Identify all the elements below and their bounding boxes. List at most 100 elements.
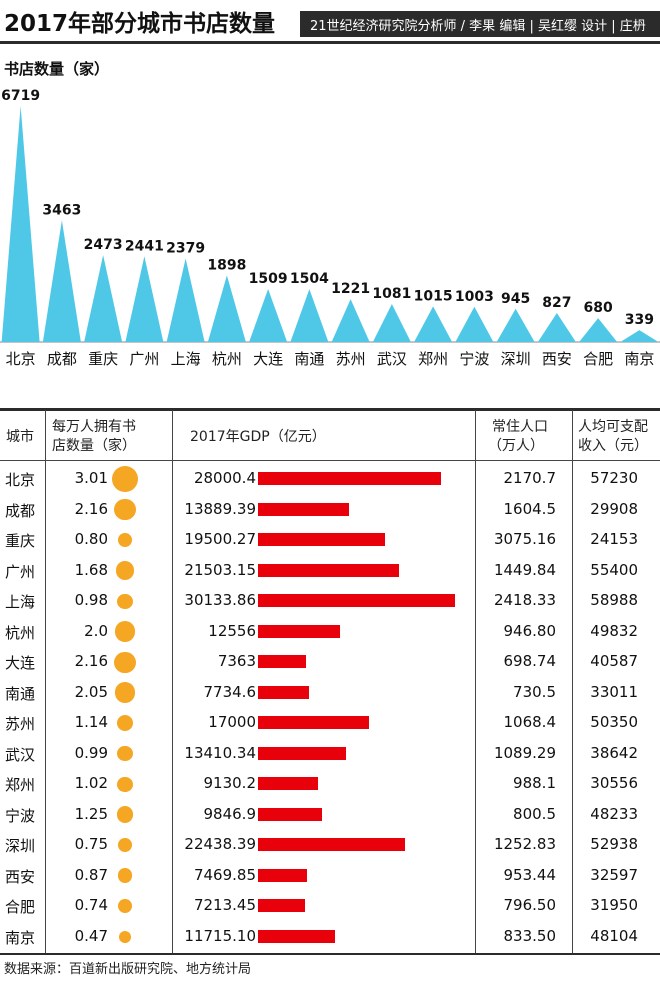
cell-per10k: 0.98: [74, 591, 108, 610]
bookstore-count-chart: 6719 北京 3463 成都 2473 重庆 2441 广州 2379 上海 1898 杭州 1509…: [0, 88, 660, 368]
cell-income: 29908: [590, 499, 638, 518]
bar-广州: [125, 256, 164, 342]
data-label: 2379: [166, 240, 205, 256]
category-label: 宁波: [459, 350, 489, 368]
bar-南通: [290, 289, 329, 342]
column-divider: [172, 410, 173, 953]
cell-per10k: 3.01: [74, 469, 108, 488]
cell-gdp: 30133.86: [184, 591, 256, 610]
cell-gdp: 28000.4: [193, 469, 256, 488]
data-label: 2441: [125, 238, 164, 254]
category-label: 郑州: [418, 350, 448, 368]
category-label: 成都: [47, 350, 77, 368]
gdp-bar: [258, 472, 442, 486]
per10k-dot: [114, 621, 136, 643]
cell-per10k: 0.74: [74, 896, 108, 915]
per10k-dot: [116, 715, 134, 732]
category-label: 西安: [542, 350, 572, 368]
cell-income: 58988: [590, 591, 638, 610]
cell-income: 32597: [590, 865, 638, 884]
cell-population: 1068.4: [503, 713, 557, 732]
cell-per10k: 0.47: [74, 926, 108, 945]
gdp-bar: [258, 746, 346, 760]
cell-gdp: 17000: [208, 713, 256, 732]
bar-上海: [166, 258, 205, 342]
cell-population: 800.5: [513, 804, 556, 823]
data-label: 945: [501, 291, 530, 307]
cell-city: 苏州: [5, 715, 36, 734]
cell-per10k: 1.02: [74, 774, 108, 793]
cell-income: 31950: [590, 896, 638, 915]
gdp-bar: [258, 685, 309, 699]
cell-income: 24153: [590, 530, 638, 549]
category-label: 广州: [129, 350, 159, 368]
gdp-bar: [258, 929, 335, 943]
category-label: 苏州: [336, 350, 366, 368]
cell-population: 1089.29: [493, 743, 556, 762]
cell-city: 合肥: [5, 898, 36, 917]
bar-西安: [537, 312, 576, 342]
cell-income: 40587: [590, 652, 638, 671]
cell-gdp: 11715.10: [184, 926, 256, 945]
table-header-rule: [0, 460, 660, 461]
bar-苏州: [331, 299, 370, 342]
data-label: 1003: [455, 289, 494, 305]
bar-武汉: [372, 304, 411, 342]
cell-per10k: 1.68: [74, 560, 108, 579]
per10k-dot: [116, 806, 134, 824]
category-label: 深圳: [501, 350, 531, 368]
gdp-bar: [258, 838, 405, 852]
header-city: 城市: [6, 429, 34, 445]
per10k-dot: [117, 868, 133, 884]
data-label: 680: [584, 300, 613, 316]
per10k-dot: [118, 838, 132, 853]
cell-population: 833.50: [503, 926, 557, 945]
category-label: 南通: [294, 350, 324, 368]
column-divider: [475, 410, 476, 953]
per10k-dot: [114, 651, 136, 673]
bar-杭州: [207, 275, 246, 342]
bar-郑州: [414, 306, 453, 342]
cell-population: 730.5: [513, 682, 556, 701]
cell-income: 33011: [590, 682, 638, 701]
data-label: 1898: [207, 257, 246, 273]
cell-per10k: 2.16: [74, 499, 108, 518]
cell-income: 57230: [590, 469, 638, 488]
cell-per10k: 1.14: [74, 713, 108, 732]
cell-per10k: 0.99: [74, 743, 108, 762]
cell-gdp: 13410.34: [184, 743, 256, 762]
cell-population: 988.1: [513, 774, 556, 793]
bar-南京: [620, 330, 659, 342]
cell-population: 796.50: [503, 896, 557, 915]
cell-income: 49832: [590, 621, 638, 640]
per10k-dot: [117, 776, 133, 792]
per10k-dot: [118, 930, 132, 943]
header: 2017年部分城市书店数量 21世纪经济研究院分析师 / 李果 编辑 | 吴红缨…: [0, 0, 660, 44]
cell-city: 上海: [5, 593, 36, 612]
cell-population: 698.74: [503, 652, 557, 671]
bar-成都: [42, 220, 81, 342]
cell-population: 2170.7: [503, 469, 557, 488]
cell-per10k: 2.05: [74, 682, 108, 701]
cell-population: 946.80: [503, 621, 557, 640]
cell-city: 宁波: [5, 806, 36, 825]
cell-gdp: 7363: [217, 652, 256, 671]
cell-population: 1604.5: [503, 499, 557, 518]
cell-income: 48233: [590, 804, 638, 823]
cell-population: 2418.33: [493, 591, 556, 610]
cell-city: 深圳: [5, 837, 36, 856]
header-rule: [0, 41, 660, 44]
header-per10k-line1: 每万人拥有书: [52, 419, 136, 435]
category-label: 大连: [253, 350, 283, 368]
gdp-bar: [258, 777, 318, 791]
gdp-bar: [258, 533, 386, 547]
cell-gdp: 13889.39: [184, 499, 256, 518]
column-divider: [572, 410, 573, 953]
bar-合肥: [579, 318, 618, 342]
cell-population: 3075.16: [493, 530, 556, 549]
cell-income: 55400: [590, 560, 638, 579]
cell-income: 52938: [590, 835, 638, 854]
cell-per10k: 2.16: [74, 652, 108, 671]
cell-city: 郑州: [5, 776, 36, 795]
chart-ylabel: 书店数量（家）: [4, 60, 110, 78]
